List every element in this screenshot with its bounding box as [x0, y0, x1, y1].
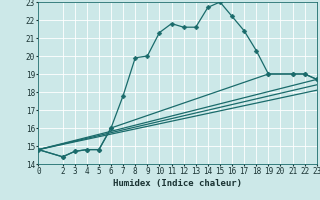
- X-axis label: Humidex (Indice chaleur): Humidex (Indice chaleur): [113, 179, 242, 188]
